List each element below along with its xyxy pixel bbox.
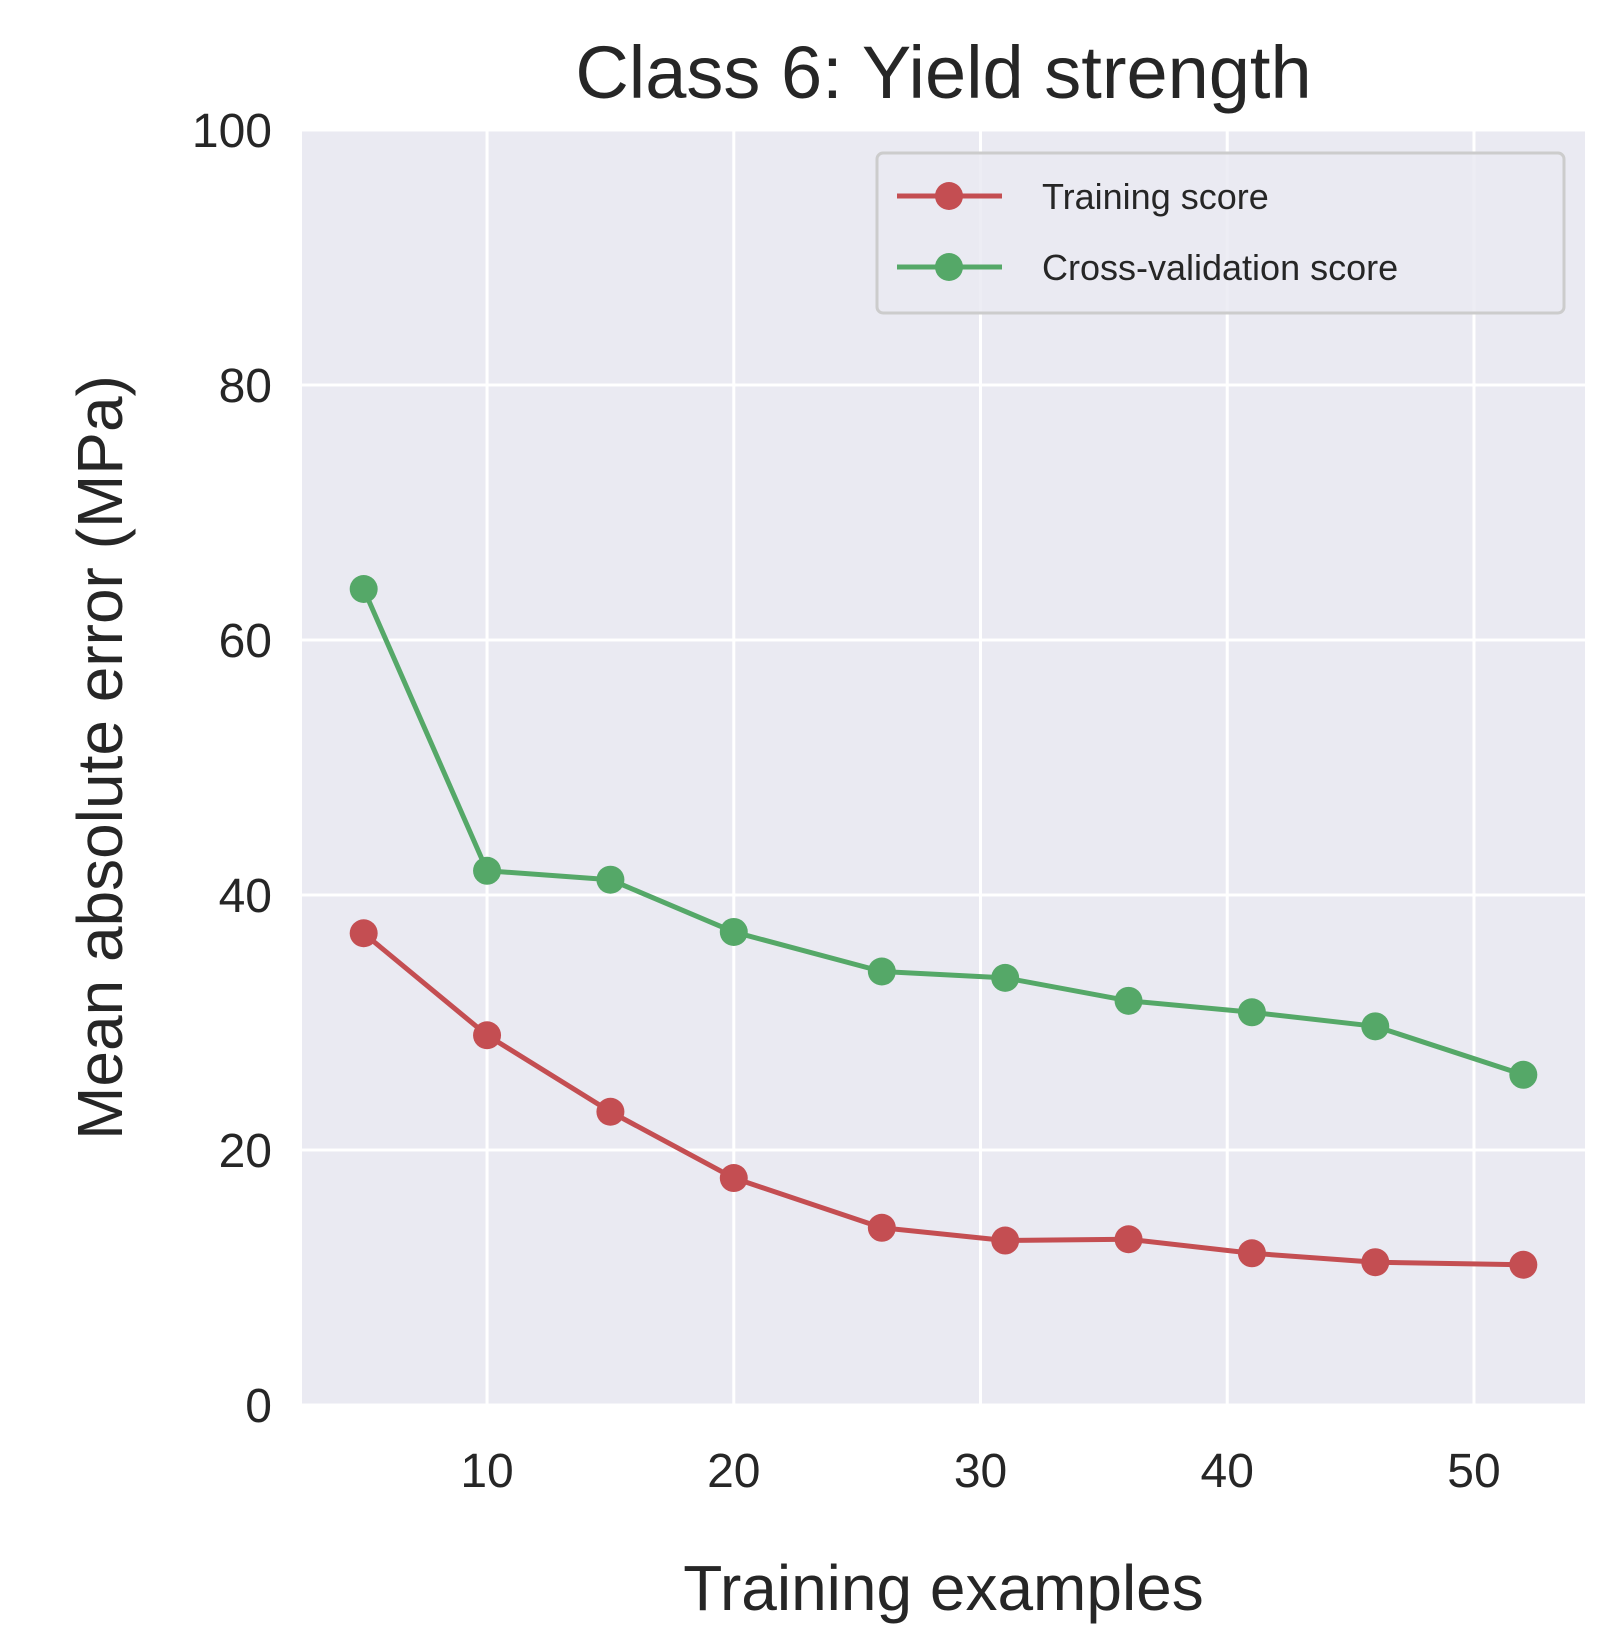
y-tick-label: 40 xyxy=(219,870,272,923)
x-tick-label: 40 xyxy=(1201,1445,1254,1498)
data-point xyxy=(473,856,502,885)
legend-box xyxy=(875,151,1566,315)
y-tick-label: 0 xyxy=(245,1380,272,1433)
data-point xyxy=(719,917,748,946)
legend: Training score Cross-validation score xyxy=(875,151,1566,315)
series-cross-validation-score xyxy=(349,575,1538,1089)
legend-items: Training score Cross-validation score xyxy=(897,176,1398,288)
data-point xyxy=(596,1097,625,1126)
legend-marker xyxy=(935,253,963,281)
x-tick-label: 10 xyxy=(460,1445,513,1498)
tick-labels: 10 20 30 40 50 0 20 40 60 80 100 xyxy=(192,105,1501,1498)
data-point xyxy=(1361,1248,1390,1277)
legend-label: Training score xyxy=(1042,176,1269,217)
legend-item: Training score xyxy=(897,176,1269,217)
data-point xyxy=(867,957,896,986)
plot-area xyxy=(302,130,1585,1405)
series-training-score xyxy=(349,919,1538,1279)
x-tick-label: 30 xyxy=(954,1445,1007,1498)
y-tick-label: 80 xyxy=(219,360,272,413)
y-tick-label: 100 xyxy=(192,105,272,158)
series-line xyxy=(361,930,1526,1268)
data-point xyxy=(1237,1239,1266,1268)
data-point xyxy=(719,1164,748,1193)
data-point xyxy=(349,575,378,603)
legend-label: Cross-validation score xyxy=(1042,247,1398,288)
data-point xyxy=(991,963,1020,992)
data-point xyxy=(1114,1225,1143,1254)
data-point xyxy=(1509,1060,1538,1089)
legend-marker xyxy=(935,182,963,210)
data-point xyxy=(473,1021,502,1050)
data-point xyxy=(1509,1250,1538,1279)
data-point xyxy=(596,865,625,894)
x-tick-label: 50 xyxy=(1447,1445,1500,1498)
data-point xyxy=(1114,986,1143,1015)
series-group xyxy=(349,575,1538,1279)
y-axis-label: Mean absolute error (MPa) xyxy=(64,375,136,1140)
data-point xyxy=(1361,1012,1390,1041)
grid xyxy=(302,128,1585,1407)
data-point xyxy=(991,1226,1020,1255)
x-tick-label: 20 xyxy=(707,1445,760,1498)
y-tick-label: 20 xyxy=(219,1125,272,1178)
y-tick-label: 60 xyxy=(219,615,272,668)
data-point xyxy=(867,1213,896,1242)
data-point xyxy=(1237,998,1266,1027)
data-point xyxy=(349,919,378,948)
legend-item: Cross-validation score xyxy=(897,247,1398,288)
x-axis-label: Training examples xyxy=(683,1552,1204,1624)
series-line xyxy=(361,586,1526,1078)
chart-title: Class 6: Yield strength xyxy=(575,31,1311,114)
